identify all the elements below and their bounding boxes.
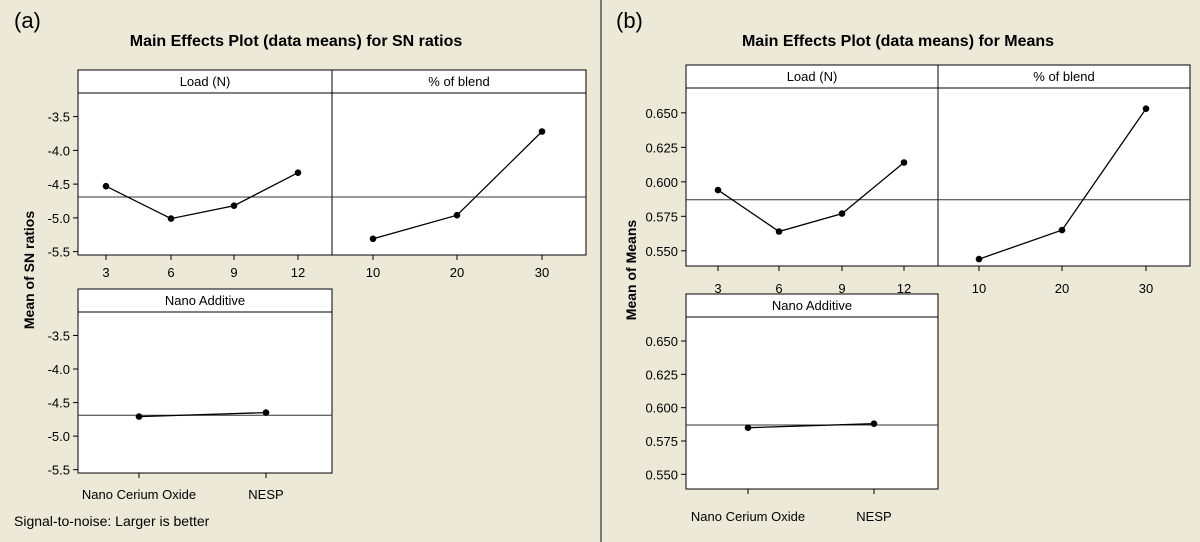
data-point xyxy=(230,202,238,209)
y-axis-label: Mean of Means xyxy=(623,220,639,321)
panel-load-n: Load (N) -3.5 -4.0 -4.5 -5.0 -5.5 3 6 9 12 xyxy=(48,69,333,280)
data-point xyxy=(294,169,302,176)
y-tick-label: 0.625 xyxy=(645,140,678,155)
series-line xyxy=(138,411,267,418)
data-point xyxy=(167,215,175,222)
y-tick-label: 0.650 xyxy=(645,106,678,121)
y-axis-label: Mean of SN ratios xyxy=(21,211,37,329)
y-tick-label: 0.600 xyxy=(645,175,678,190)
data-point xyxy=(838,210,846,217)
y-tick-label: -5.0 xyxy=(48,211,70,226)
y-tick-label: -4.5 xyxy=(48,396,70,411)
figure-b: (b) Main Effects Plot (data means) for Me… xyxy=(616,8,1191,524)
y-tick-label: -5.0 xyxy=(48,429,70,444)
x-tick-label: 9 xyxy=(838,281,845,296)
x-tick-label: 10 xyxy=(366,265,380,280)
panel-title: Load (N) xyxy=(787,69,838,84)
panel-nano-additive: Nano Additive -3.5 -4.0 -4.5 -5.0 -5.5 Nano Ce… xyxy=(48,288,333,502)
panel-title: % of blend xyxy=(428,74,489,89)
plot-area xyxy=(937,64,1191,267)
data-point xyxy=(135,413,143,420)
y-tick-label: 0.625 xyxy=(645,367,678,382)
x-tick-label: 20 xyxy=(1055,281,1069,296)
x-tick-label: 3 xyxy=(102,265,109,280)
y-tick-label: 0.550 xyxy=(645,244,678,259)
panel-title: Nano Additive xyxy=(165,293,245,308)
data-point xyxy=(870,420,878,428)
series-line xyxy=(105,172,299,220)
y-tick-label: 0.600 xyxy=(645,401,678,416)
data-point xyxy=(975,255,983,263)
x-tick-label: 3 xyxy=(714,281,721,296)
series-line xyxy=(717,161,905,233)
panel-title: % of blend xyxy=(1033,69,1094,84)
y-tick-label: 0.575 xyxy=(645,209,678,224)
panel-of-blend: % of blend 10 20 30 xyxy=(331,69,587,280)
panel-title: Nano Additive xyxy=(772,298,852,313)
panel-of-blend: % of blend 10 20 30 xyxy=(937,64,1191,296)
chart-title: Main Effects Plot (data means) for SN ra… xyxy=(130,33,463,50)
data-point xyxy=(369,235,377,243)
data-point xyxy=(453,211,461,219)
x-tick-label: 6 xyxy=(775,281,782,296)
data-point xyxy=(744,424,752,432)
figure-label: (a) xyxy=(14,8,41,33)
panel-title: Load (N) xyxy=(180,74,231,89)
x-tick-label: 10 xyxy=(972,281,986,296)
data-point xyxy=(262,409,270,416)
x-tick-label: Nano Cerium Oxide xyxy=(691,509,805,524)
data-point xyxy=(102,182,110,190)
plot-area xyxy=(331,69,587,256)
chart-note: Signal-to-noise: Larger is better xyxy=(14,513,210,529)
y-tick-label: 0.550 xyxy=(645,467,678,482)
data-point xyxy=(1142,105,1150,112)
chart-title: Main Effects Plot (data means) for Means xyxy=(742,33,1054,50)
y-tick-label: -4.0 xyxy=(48,143,70,158)
y-tick-label: -5.5 xyxy=(48,245,70,260)
data-point xyxy=(714,186,722,194)
figure-label: (b) xyxy=(616,8,643,33)
data-point xyxy=(1058,226,1066,234)
plot-area xyxy=(685,64,939,267)
data-point xyxy=(538,128,546,135)
x-tick-label: 12 xyxy=(897,281,911,296)
x-tick-label: 20 xyxy=(450,265,464,280)
x-tick-label: NESP xyxy=(856,509,891,524)
y-tick-label: -3.5 xyxy=(48,110,70,125)
plot-area xyxy=(77,69,333,256)
figure-a: (a) Main Effects Plot (data means) for SN… xyxy=(14,8,587,529)
y-tick-label: -4.5 xyxy=(48,177,70,192)
y-tick-label: -5.5 xyxy=(48,463,70,478)
y-tick-label: -4.0 xyxy=(48,362,70,377)
panel-nano-additive: Nano Additive 0.650 0.625 0.600 0.575 0.550 Na… xyxy=(645,293,939,524)
y-tick-label: -3.5 xyxy=(48,328,70,343)
data-point xyxy=(775,228,783,235)
x-tick-label: 9 xyxy=(230,265,237,280)
x-tick-label: 30 xyxy=(1139,281,1153,296)
series-line xyxy=(747,423,875,429)
x-tick-label: 6 xyxy=(167,265,174,280)
x-tick-label: 30 xyxy=(535,265,549,280)
x-tick-label: 12 xyxy=(291,265,305,280)
x-tick-label: Nano Cerium Oxide xyxy=(82,487,196,502)
panel-load-n: Load (N) 0.650 0.625 0.600 0.575 0.550 3 6 9 12 xyxy=(645,64,939,296)
plot-area xyxy=(685,293,939,490)
x-tick-label: NESP xyxy=(248,487,283,502)
data-point xyxy=(900,159,908,166)
plot-area xyxy=(77,288,333,474)
y-tick-label: 0.650 xyxy=(645,334,678,349)
y-tick-label: 0.575 xyxy=(645,434,678,449)
